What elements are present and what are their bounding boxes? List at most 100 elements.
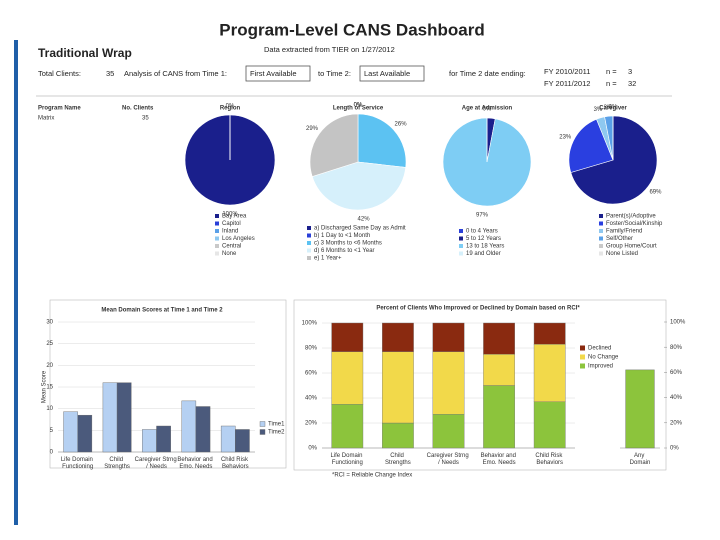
bar bbox=[625, 369, 655, 449]
legend-swatch bbox=[459, 251, 463, 256]
y-tick-label: 40% bbox=[670, 395, 683, 401]
y-tick-label: 30 bbox=[46, 320, 53, 326]
subtitle: Traditional Wrap bbox=[38, 46, 132, 60]
chart-title: Region bbox=[220, 106, 241, 112]
legend-swatch bbox=[215, 221, 219, 226]
value-label: 0% bbox=[483, 107, 492, 113]
bar-segment bbox=[483, 322, 515, 355]
period: FY 2010/2011 bbox=[544, 67, 590, 76]
legend-swatch bbox=[599, 251, 603, 256]
pie-slice bbox=[309, 113, 359, 177]
bar-segment bbox=[483, 385, 515, 449]
legend-label: Bay Area bbox=[222, 214, 247, 220]
y-tick-label: 20 bbox=[46, 363, 53, 369]
y-tick-label: 60% bbox=[305, 371, 318, 377]
time2-box[interactable] bbox=[359, 65, 425, 82]
legend-swatch bbox=[307, 256, 311, 260]
time1-value[interactable]: First Available bbox=[250, 69, 297, 78]
bar-segment bbox=[432, 414, 465, 449]
x-tick-label: Behavior and Emo. Needs bbox=[481, 453, 518, 466]
legend-label: No Change bbox=[588, 355, 619, 361]
bar-segment bbox=[331, 404, 364, 449]
y-tick-label: 5 bbox=[50, 428, 54, 434]
pie-slice bbox=[357, 113, 407, 168]
legend-label: Improved bbox=[588, 364, 613, 370]
legend-swatch bbox=[215, 244, 219, 248]
bar bbox=[102, 382, 118, 453]
page-title: Program-Level CANS Dashboard bbox=[219, 20, 484, 39]
chart-title: Age at Admission bbox=[462, 106, 513, 112]
period: FY 2011/2012 bbox=[544, 79, 590, 88]
bar-segment bbox=[382, 422, 414, 449]
legend-label: Los Angeles bbox=[222, 236, 255, 242]
bar-segment bbox=[533, 344, 566, 402]
x-tick-label: Caregiver Strng / Needs bbox=[427, 453, 471, 466]
bar-segment bbox=[382, 322, 414, 352]
ending-label: for Time 2 date ending: bbox=[449, 69, 526, 78]
legend-label: Time1 bbox=[268, 422, 285, 428]
legend-swatch bbox=[599, 236, 603, 241]
pie-slice bbox=[568, 118, 614, 173]
legend-swatch bbox=[259, 429, 266, 435]
legend-label: d) 6 Months to <1 Year bbox=[314, 248, 375, 254]
x-tick-label: Child Strengths bbox=[104, 457, 130, 470]
bar bbox=[77, 414, 93, 453]
y-tick-label: 100% bbox=[302, 321, 318, 327]
chart-title: Mean Domain Scores at Time 1 and Time 2 bbox=[101, 308, 223, 314]
value-label: 0% bbox=[354, 103, 363, 109]
pie-slice bbox=[570, 115, 658, 205]
table-cell: 35 bbox=[142, 116, 149, 122]
legend-swatch bbox=[580, 345, 585, 351]
x-tick-label: Child Risk Behaviors bbox=[535, 453, 564, 466]
legend-swatch bbox=[307, 233, 311, 238]
x-tick-label: Caregiver Strng / Needs bbox=[135, 457, 179, 470]
table-header: No. Clients bbox=[122, 106, 154, 112]
legend-label: Parent(s)/Adoptive bbox=[606, 214, 656, 220]
chart-title: Caregiver bbox=[599, 106, 627, 112]
table-header: Program Name bbox=[38, 106, 81, 112]
n-label: n = bbox=[606, 67, 617, 76]
y-tick-label: 15 bbox=[46, 385, 53, 391]
bar bbox=[220, 425, 236, 453]
legend-swatch bbox=[599, 221, 603, 226]
time2-value[interactable]: Last Available bbox=[364, 69, 410, 78]
bar bbox=[235, 429, 250, 453]
pie-slice bbox=[311, 161, 407, 211]
legend-swatch bbox=[599, 229, 603, 233]
legend-swatch bbox=[215, 229, 219, 233]
legend-swatch bbox=[459, 236, 463, 241]
legend-label: None bbox=[222, 251, 237, 257]
value-label: 29% bbox=[306, 126, 319, 132]
time1-box[interactable] bbox=[245, 65, 311, 82]
legend-label: 19 and Older bbox=[466, 251, 501, 257]
legend-swatch bbox=[307, 248, 311, 253]
y-tick-label: 0% bbox=[670, 446, 679, 452]
x-tick-label: Any Domain bbox=[630, 453, 651, 466]
y-tick-label: 20% bbox=[670, 420, 683, 426]
value-label: 0% bbox=[354, 103, 363, 109]
y-tick-label: 40% bbox=[305, 396, 318, 402]
to-label: to Time 2: bbox=[318, 69, 351, 78]
value-label: 0% bbox=[226, 104, 235, 110]
x-tick-label: Child Strengths bbox=[385, 453, 411, 466]
footnote: *RCI = Reliable Change Index bbox=[332, 473, 412, 479]
bar-segment bbox=[533, 401, 566, 449]
legend-swatch bbox=[307, 226, 311, 230]
legend-swatch bbox=[307, 241, 311, 245]
legend-label: Family/Friend bbox=[606, 229, 642, 235]
value-label: 23% bbox=[559, 135, 572, 141]
legend-swatch bbox=[580, 354, 585, 360]
legend-label: Time2 bbox=[268, 430, 285, 436]
legend-swatch bbox=[580, 363, 585, 369]
x-tick-label: Child Risk Behaviors bbox=[221, 457, 250, 470]
y-tick-label: 0 bbox=[50, 450, 54, 456]
y-tick-label: 80% bbox=[670, 345, 683, 351]
stacked-chart-frame bbox=[293, 299, 667, 471]
y-tick-label: 100% bbox=[670, 320, 686, 326]
bar bbox=[142, 429, 157, 453]
legend-swatch bbox=[215, 236, 219, 241]
bar-segment bbox=[331, 351, 364, 405]
value-label: 0% bbox=[609, 105, 618, 111]
legend-label: Declined bbox=[588, 346, 611, 352]
